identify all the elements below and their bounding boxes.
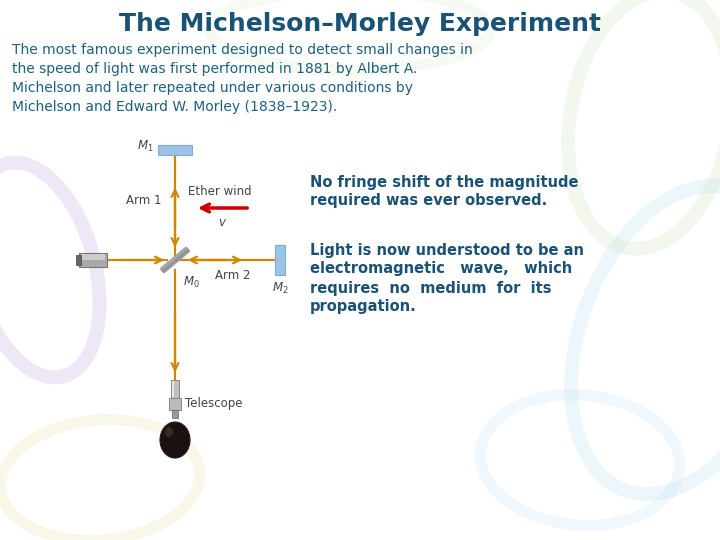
Bar [79,253,107,267]
Text: propagation.: propagation. [310,300,417,314]
Bar [76,255,81,265]
Text: required was ever observed.: required was ever observed. [310,193,547,208]
Bar [275,245,285,275]
Bar [171,380,179,398]
Bar [172,381,174,397]
Text: The Michelson–Morley Experiment: The Michelson–Morley Experiment [119,12,601,36]
Text: $M_1$: $M_1$ [138,138,154,153]
Text: electromagnetic   wave,   which: electromagnetic wave, which [310,261,572,276]
Text: Michelson and Edward W. Morley (1838–1923).: Michelson and Edward W. Morley (1838–192… [12,100,337,114]
Bar [169,398,181,410]
Bar [81,254,105,260]
Text: v: v [218,216,225,229]
Bar [172,410,178,418]
Text: the speed of light was first performed in 1881 by Albert A.: the speed of light was first performed i… [12,62,418,76]
Text: $M_2$: $M_2$ [271,281,288,296]
Text: $M_0$: $M_0$ [183,275,199,290]
Text: No fringe shift of the magnitude: No fringe shift of the magnitude [310,174,578,190]
Text: Telescope: Telescope [185,397,243,410]
Text: Arm 1: Arm 1 [125,193,161,206]
Ellipse shape [160,422,190,458]
Text: Michelson and later repeated under various conditions by: Michelson and later repeated under vario… [12,81,413,95]
Text: requires  no  medium  for  its: requires no medium for its [310,280,552,295]
Text: The most famous experiment designed to detect small changes in: The most famous experiment designed to d… [12,43,473,57]
Ellipse shape [165,427,173,437]
Text: Arm 2: Arm 2 [215,269,251,282]
Text: Light is now understood to be an: Light is now understood to be an [310,242,584,258]
Text: Ether wind: Ether wind [189,185,252,198]
Bar [158,145,192,155]
